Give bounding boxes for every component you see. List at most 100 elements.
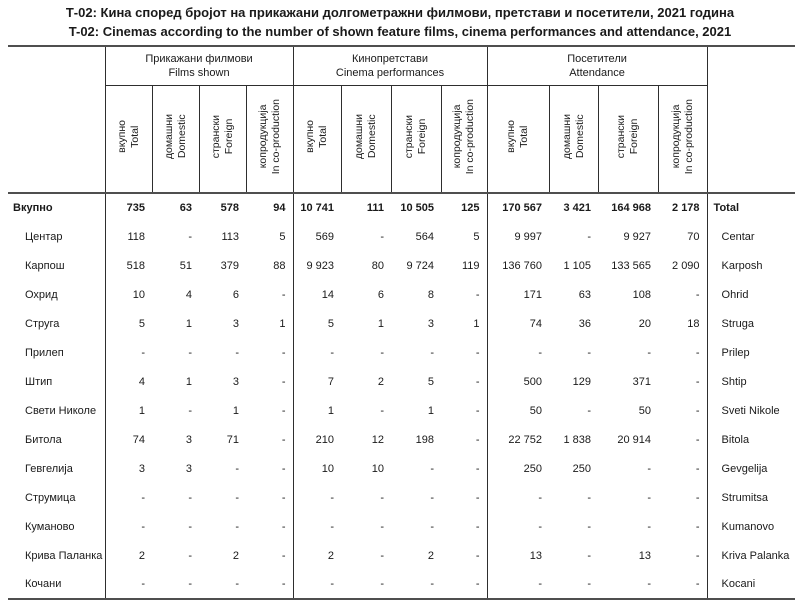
value-cell: 3	[185, 462, 192, 475]
value-cell: -	[188, 549, 192, 562]
value-cell: -	[658, 570, 708, 600]
value-cell: 164 968	[611, 202, 652, 214]
value-cell: -	[475, 375, 480, 388]
column-label-en: In co-production	[269, 98, 282, 174]
value-cell: -	[281, 404, 286, 417]
value-cell: 119	[461, 259, 480, 272]
subcolumn-header-row: вкупно Total домашни Domestic странски Foreig…	[8, 85, 795, 194]
column-label-mk: странски	[615, 114, 628, 158]
column-label-mk: копродукција	[451, 104, 464, 169]
value-cell: 13	[486, 541, 550, 570]
value-cell: 5	[292, 309, 341, 338]
region-name-en: Kumanovo	[706, 512, 796, 541]
region-name-mk: Струмица	[25, 491, 76, 504]
table-row: Кочани - - - - - - - - - - - - Kocani	[8, 570, 796, 600]
value-cell: 171	[486, 280, 550, 309]
value-cell: 3 421	[563, 202, 592, 214]
value-cell: -	[199, 570, 246, 600]
value-cell: -	[695, 433, 700, 446]
column-label-mk: вкупно	[115, 119, 128, 153]
column-label-mk: домашни	[353, 113, 365, 159]
value-cell: 3	[232, 375, 239, 388]
value-cell: 250	[486, 454, 550, 483]
value-cell: -	[235, 520, 239, 533]
value-cell: 6	[377, 288, 384, 301]
value-cell: -	[380, 549, 384, 562]
column-header-1-1: домашни Domestic	[340, 85, 391, 194]
value-cell: -	[380, 346, 384, 359]
vertical-column-label: вкупно Total	[505, 120, 531, 153]
value-cell: -	[380, 491, 384, 504]
table-title-en: T-02: Cinemas according to the number of…	[68, 24, 732, 39]
value-cell: 518	[104, 251, 152, 280]
value-cell: 3	[232, 317, 239, 330]
vertical-column-label: странски Foreign	[615, 115, 641, 158]
column-header-2-3: копродукција In co-production	[657, 85, 708, 194]
vertical-column-label: вкупно Total	[116, 120, 142, 153]
value-cell: -	[188, 491, 192, 504]
value-cell: 3	[427, 317, 434, 330]
group-header-row: Прикажани филмови Films shown Кинопретст…	[8, 45, 796, 194]
value-cell: -	[104, 338, 152, 367]
value-cell: -	[598, 570, 659, 600]
column-label-mk: странски	[403, 114, 415, 158]
value-cell: 5	[473, 230, 480, 243]
column-header-2-1: домашни Domestic	[548, 85, 599, 194]
value-cell: -	[647, 346, 652, 359]
value-cell: 250	[572, 462, 592, 475]
value-cell: 9 997	[486, 222, 550, 251]
value-cell: 10 741	[292, 193, 341, 222]
column-label-en: Total	[317, 125, 329, 148]
column-label-mk: вкупно	[505, 119, 518, 153]
value-cell: 36	[578, 317, 592, 330]
value-cell: 10 505	[400, 202, 434, 214]
value-cell: 2	[104, 541, 152, 570]
value-cell: -	[695, 288, 700, 301]
region-name-mk: Вкупно	[13, 202, 53, 214]
value-cell: 210	[292, 425, 341, 454]
table-row: Охрид 10 4 6-14 6 8-171 63 108- Ohrid	[8, 280, 796, 309]
value-cell: -	[430, 520, 434, 533]
group-label-en: Cinema performances	[335, 66, 445, 79]
column-label-mk: копродукција	[669, 104, 682, 169]
group-label-mk: Прикажани филмови	[145, 52, 253, 65]
value-cell: 371	[632, 375, 652, 388]
value-cell: -	[430, 462, 434, 475]
table-title: Т-02: Кина според бројот на прикажани до…	[0, 0, 800, 41]
column-label-en: Total	[128, 125, 141, 148]
column-label-en: Domestic	[573, 114, 586, 159]
value-cell: 1	[473, 317, 480, 330]
value-cell: 4	[104, 367, 152, 396]
value-cell: 170 567	[486, 193, 550, 222]
value-cell: 113	[221, 230, 239, 243]
table-row: Гевгелија 3 3- -10 10- -250 250- - Gevgelija	[8, 454, 796, 483]
value-cell: 198	[415, 433, 434, 446]
value-cell: -	[587, 346, 592, 359]
column-label-mk: копродукција	[256, 104, 269, 169]
column-header-1-2: странски Foreign	[390, 85, 441, 194]
value-cell: -	[486, 338, 550, 367]
value-cell: 74	[104, 425, 152, 454]
value-cell: 136 760	[486, 251, 550, 280]
region-name-en: Kriva Palanka	[706, 541, 796, 570]
value-cell: -	[549, 570, 599, 600]
vertical-column-label: вкупно Total	[304, 120, 330, 153]
region-name-en: Ohrid	[706, 280, 796, 309]
column-header-0-1: домашни Domestic	[151, 85, 199, 194]
column-label-en: Foreign	[416, 118, 428, 155]
value-cell: 133 565	[611, 259, 652, 272]
value-cell: 1	[377, 317, 384, 330]
value-cell: -	[281, 288, 286, 301]
value-cell: 9 724	[406, 259, 434, 272]
value-cell: -	[647, 462, 652, 475]
value-cell: -	[281, 346, 286, 359]
region-name-en: Struga	[706, 309, 796, 338]
value-cell: 3	[104, 454, 152, 483]
region-name-en: Bitola	[706, 425, 796, 454]
region-name-en: Gevgelija	[706, 454, 796, 483]
value-cell: 20	[638, 317, 652, 330]
value-cell: 8	[427, 288, 434, 301]
value-cell: -	[475, 288, 480, 301]
value-cell: -	[695, 462, 700, 475]
value-cell: -	[475, 549, 480, 562]
